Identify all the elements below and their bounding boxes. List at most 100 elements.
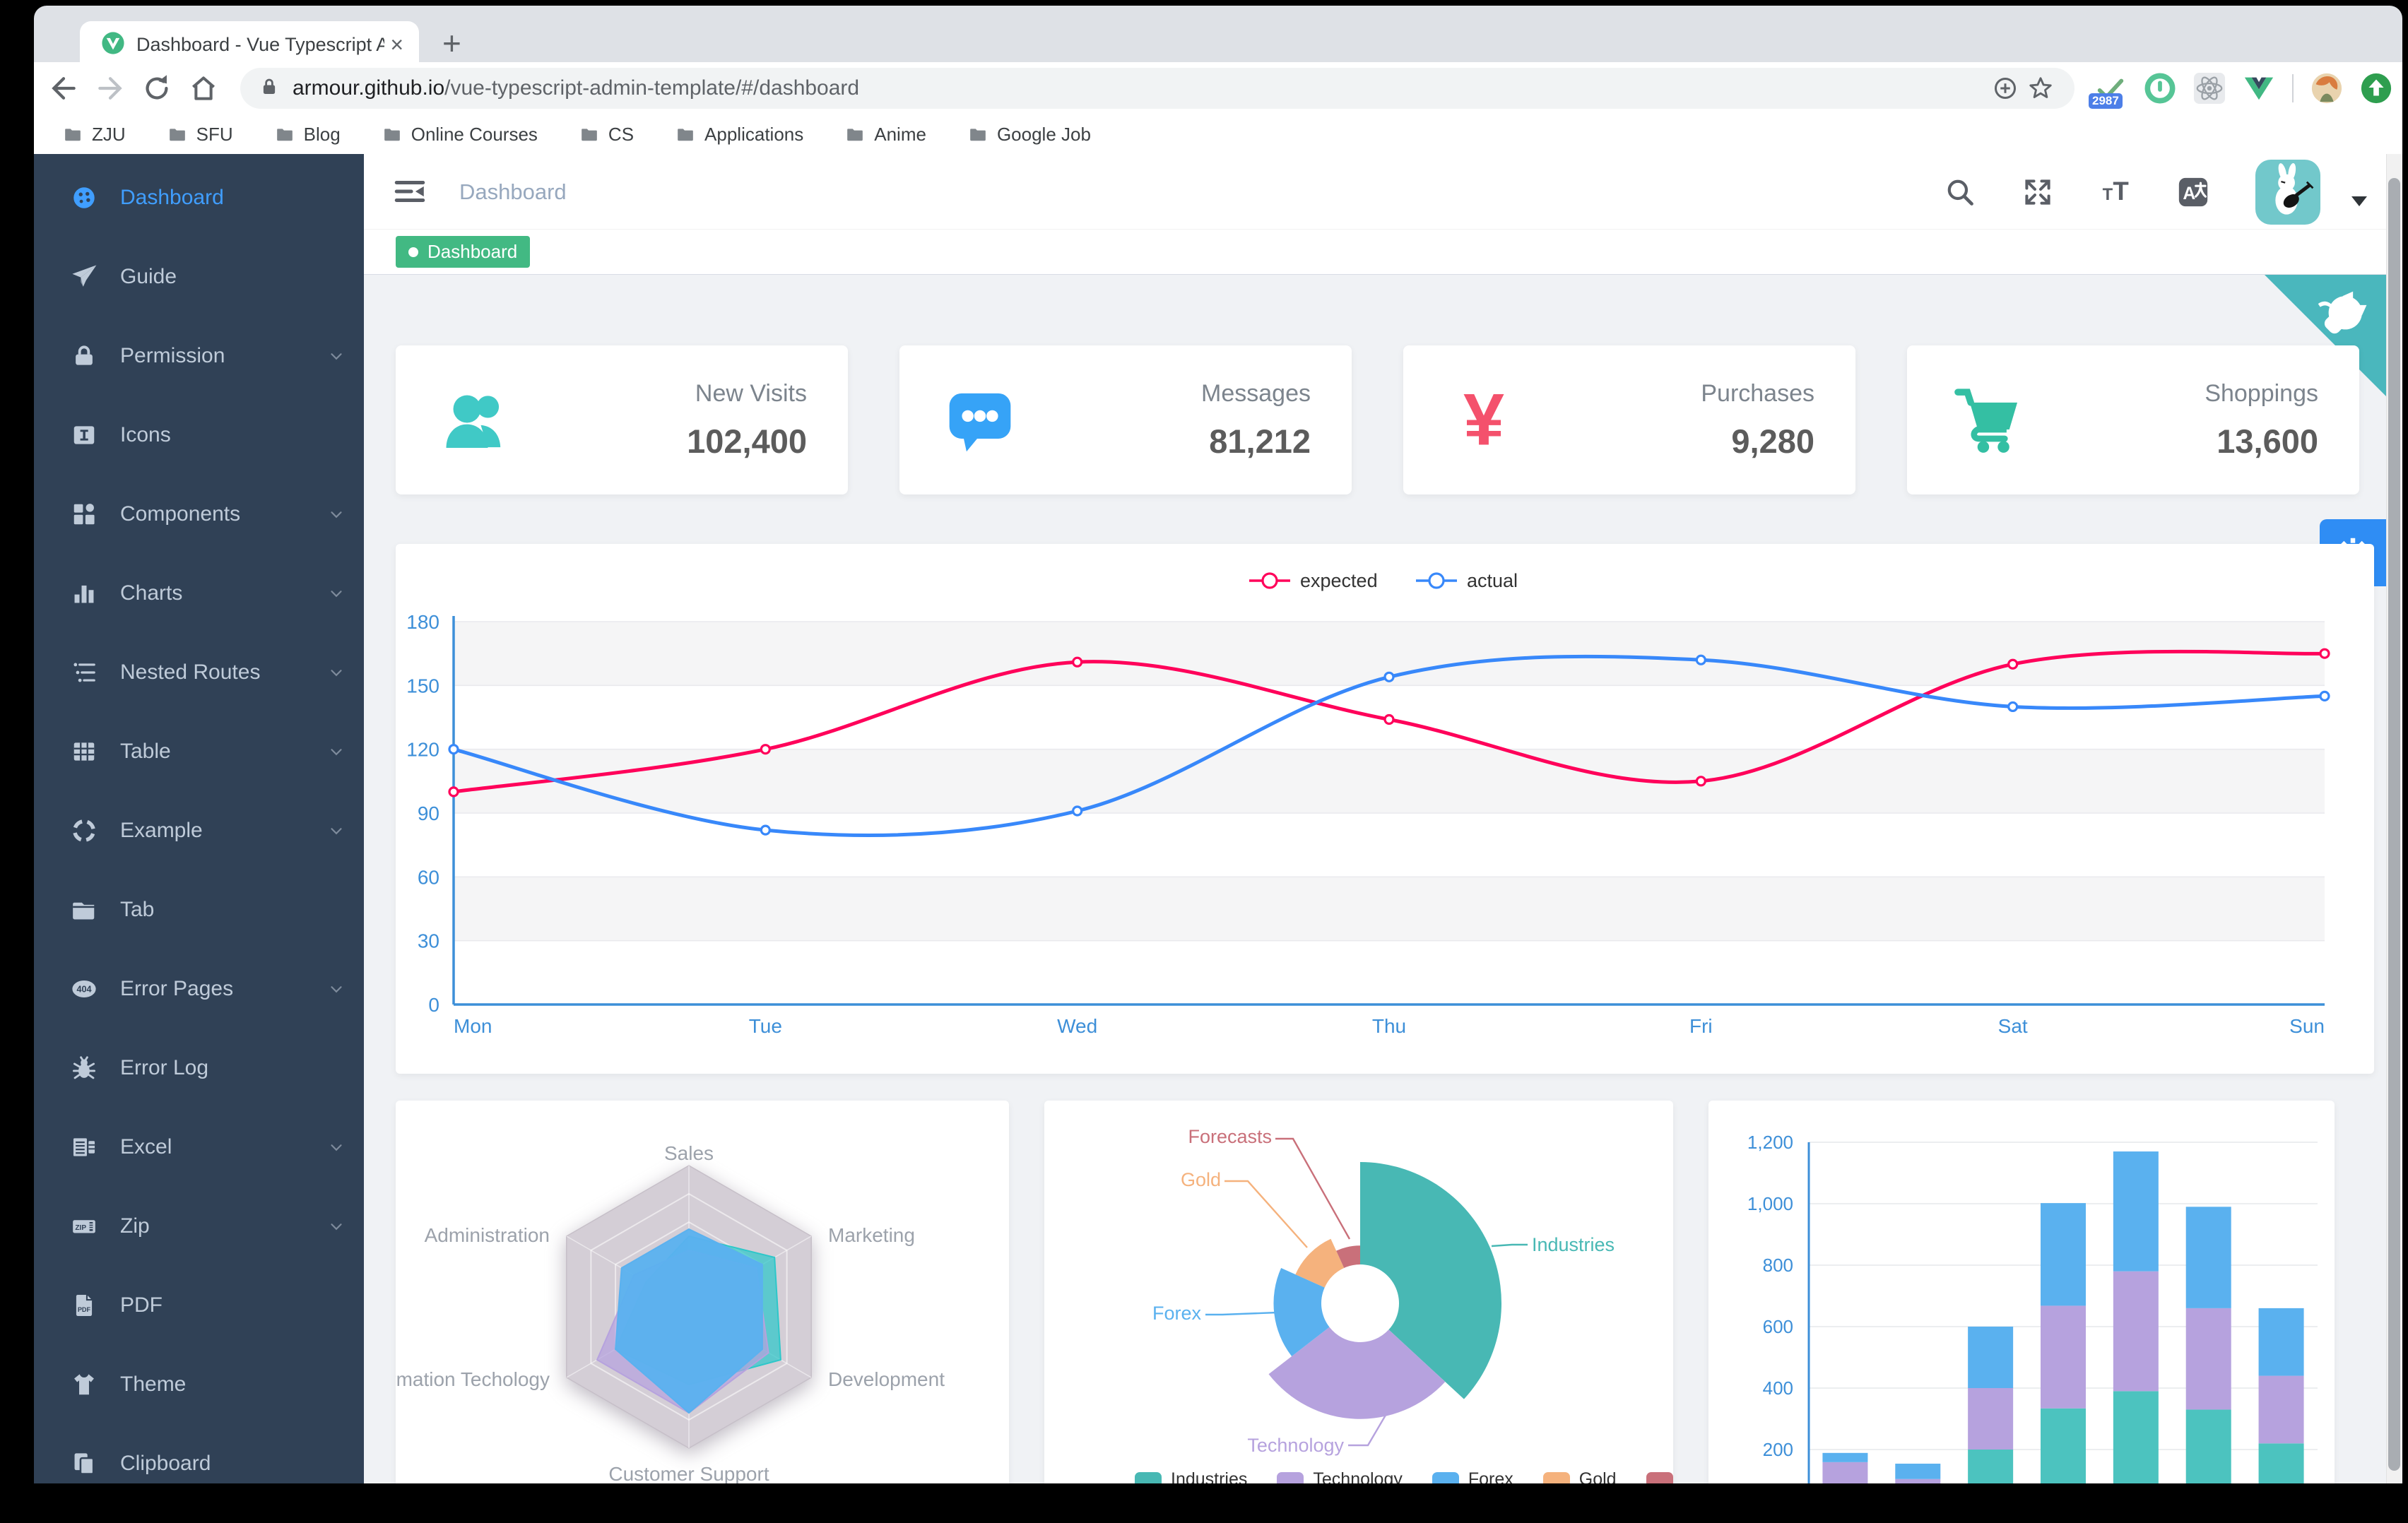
translate-icon[interactable]: A (2178, 177, 2209, 208)
pie-slice-technology[interactable] (1268, 1327, 1446, 1419)
pie-legend-forecasts[interactable]: Forecasts (1646, 1469, 1673, 1483)
line-chart[interactable]: 0 30 60 90 120 150 180 Mon Tue Wed Thu Fri Sat Sun exp… (396, 544, 2374, 1074)
bookmark-sfu[interactable]: SFU (158, 124, 233, 146)
sidebar-item-charts[interactable]: Charts (34, 554, 364, 633)
sidebar-item-permission[interactable]: Permission (34, 316, 364, 396)
new-tab-button[interactable]: + (442, 25, 461, 61)
back-button[interactable] (48, 73, 79, 104)
tab-close-icon[interactable]: × (390, 31, 403, 57)
scrollbar-thumb[interactable] (2388, 178, 2400, 1471)
extension-react-icon[interactable] (2193, 72, 2226, 105)
bar-pageB-Sun[interactable] (2258, 1375, 2304, 1444)
legend-item-expected[interactable]: expected (1249, 570, 1378, 591)
bookmark-blog[interactable]: Blog (266, 124, 341, 146)
address-bar[interactable]: armour.github.io /vue-typescript-admin-t… (240, 68, 2074, 109)
search-icon[interactable] (1944, 177, 1976, 208)
zoom-icon[interactable] (1990, 73, 2021, 104)
icons-icon (71, 422, 98, 449)
svg-text:Sun: Sun (2289, 1015, 2325, 1037)
extension-check-icon[interactable]: 2987 (2089, 72, 2127, 109)
bookmark-zju[interactable]: ZJU (54, 124, 126, 146)
legend-item-actual[interactable]: actual (1416, 570, 1518, 591)
sidebar-item-error-pages[interactable]: 404 Error Pages (34, 949, 364, 1029)
bar-pageC-Mon[interactable] (1822, 1452, 1868, 1462)
sidebar-item-icons[interactable]: Icons (34, 396, 364, 475)
bar-pageB-Fri[interactable] (2113, 1271, 2159, 1392)
bar-pageA-Thu[interactable] (2041, 1408, 2086, 1483)
sidebar-item-zip[interactable]: ZIP Zip (34, 1187, 364, 1266)
reload-button[interactable] (141, 73, 172, 104)
pie-legend-industries[interactable]: Industries (1135, 1469, 1247, 1483)
chevron-down-icon[interactable] (2351, 196, 2367, 206)
sidebar-item-tab[interactable]: Tab (34, 870, 364, 949)
pie-legend-forex[interactable]: Forex (1432, 1469, 1513, 1483)
pie-slice-industries[interactable] (1360, 1162, 1501, 1399)
pie-chart[interactable]: Industries Technology Forex Gold Forecasts (1044, 1101, 1673, 1483)
bar-pageC-Fri[interactable] (2113, 1151, 2159, 1272)
user-avatar[interactable] (2255, 159, 2320, 225)
svg-text:1,200: 1,200 (1747, 1132, 1793, 1153)
sidebar-item-table[interactable]: Table (34, 712, 364, 791)
extension-vue-icon[interactable] (2243, 72, 2275, 105)
sidebar-item-nested-routes[interactable]: Nested Routes (34, 633, 364, 712)
bar-pageC-Tue[interactable] (1895, 1464, 1941, 1479)
pie-slice-gold[interactable] (1295, 1238, 1345, 1288)
panel-purchases[interactable]: ¥ Purchases 9,280 (1403, 345, 1855, 494)
bookmark-cs[interactable]: CS (570, 124, 634, 146)
sidebar-item-excel[interactable]: Excel (34, 1108, 364, 1187)
bar-pageB-Tue[interactable] (1895, 1478, 1941, 1483)
bar-pageB-Thu[interactable] (2041, 1305, 2086, 1409)
sidebar-item-dashboard[interactable]: Dashboard (34, 158, 364, 237)
bar-pageA-Sun[interactable] (2258, 1443, 2304, 1483)
panel-label: Messages (1201, 379, 1311, 407)
pie-slice-forecasts[interactable] (1336, 1245, 1360, 1268)
panel-new-visits[interactable]: New Visits 102,400 (396, 345, 848, 494)
sidebar-item-error-log[interactable]: Error Log (34, 1029, 364, 1108)
bar-pageB-Sat[interactable] (2185, 1308, 2231, 1410)
bar-pageC-Wed[interactable] (1968, 1327, 2014, 1388)
panel-messages[interactable]: Messages 81,212 (899, 345, 1352, 494)
extension-upload-icon[interactable] (2360, 72, 2392, 105)
bookmark-applications[interactable]: Applications (666, 124, 803, 146)
radar-chart[interactable]: Sales Administration Information Techology… (396, 1101, 1009, 1483)
bookmark-google-job[interactable]: Google Job (959, 124, 1091, 146)
svg-text:Forecasts: Forecasts (1188, 1126, 1272, 1147)
home-button[interactable] (188, 73, 219, 104)
hamburger-icon[interactable] (392, 174, 427, 209)
bookmark-online-courses[interactable]: Online Courses (373, 124, 538, 146)
bar-pageB-Mon[interactable] (1822, 1462, 1868, 1483)
bar-pageC-Sat[interactable] (2185, 1207, 2231, 1308)
sidebar-item-components[interactable]: Components (34, 475, 364, 554)
bookmark-anime[interactable]: Anime (836, 124, 926, 146)
bar-chart[interactable]: 200 400 600 800 1,000 1,200 (1708, 1101, 2335, 1483)
extension-circle-icon[interactable] (2144, 72, 2176, 105)
sidebar-item-example[interactable]: Example (34, 791, 364, 870)
bar-pageA-Wed[interactable] (1968, 1450, 2014, 1483)
sidebar-item-theme[interactable]: Theme (34, 1345, 364, 1424)
bookmark-star-icon[interactable] (2025, 73, 2056, 104)
panel-label: New Visits (695, 379, 807, 407)
browser-tab[interactable]: Dashboard - Vue Typescript Ad × (80, 21, 419, 68)
bar-pageB-Wed[interactable] (1968, 1388, 2014, 1450)
browser-profile-avatar[interactable] (2310, 72, 2343, 105)
svg-text:Wed: Wed (1057, 1015, 1097, 1037)
folder-icon (167, 125, 188, 143)
pie-legend-technology[interactable]: Technology (1277, 1469, 1403, 1483)
pie-slice-forex[interactable] (1273, 1268, 1330, 1356)
chevron-down-icon (327, 584, 346, 603)
forward-button[interactable] (95, 73, 126, 104)
sidebar-item-pdf[interactable]: PDF PDF (34, 1266, 364, 1345)
bar-pageC-Sun[interactable] (2258, 1308, 2304, 1376)
sidebar-item-guide[interactable]: Guide (34, 237, 364, 316)
bar-pageA-Sat[interactable] (2185, 1409, 2231, 1483)
sidebar-item-clipboard[interactable]: Clipboard (34, 1424, 364, 1503)
fullscreen-icon[interactable] (2022, 177, 2053, 208)
bar-pageA-Fri[interactable] (2113, 1391, 2159, 1483)
panel-shoppings[interactable]: Shoppings 13,600 (1907, 345, 2359, 494)
tag-dashboard[interactable]: Dashboard (396, 236, 531, 268)
pie-legend-gold[interactable]: Gold (1542, 1469, 1617, 1483)
svg-text:0: 0 (428, 994, 439, 1016)
bar-pageC-Thu[interactable] (2041, 1203, 2086, 1306)
